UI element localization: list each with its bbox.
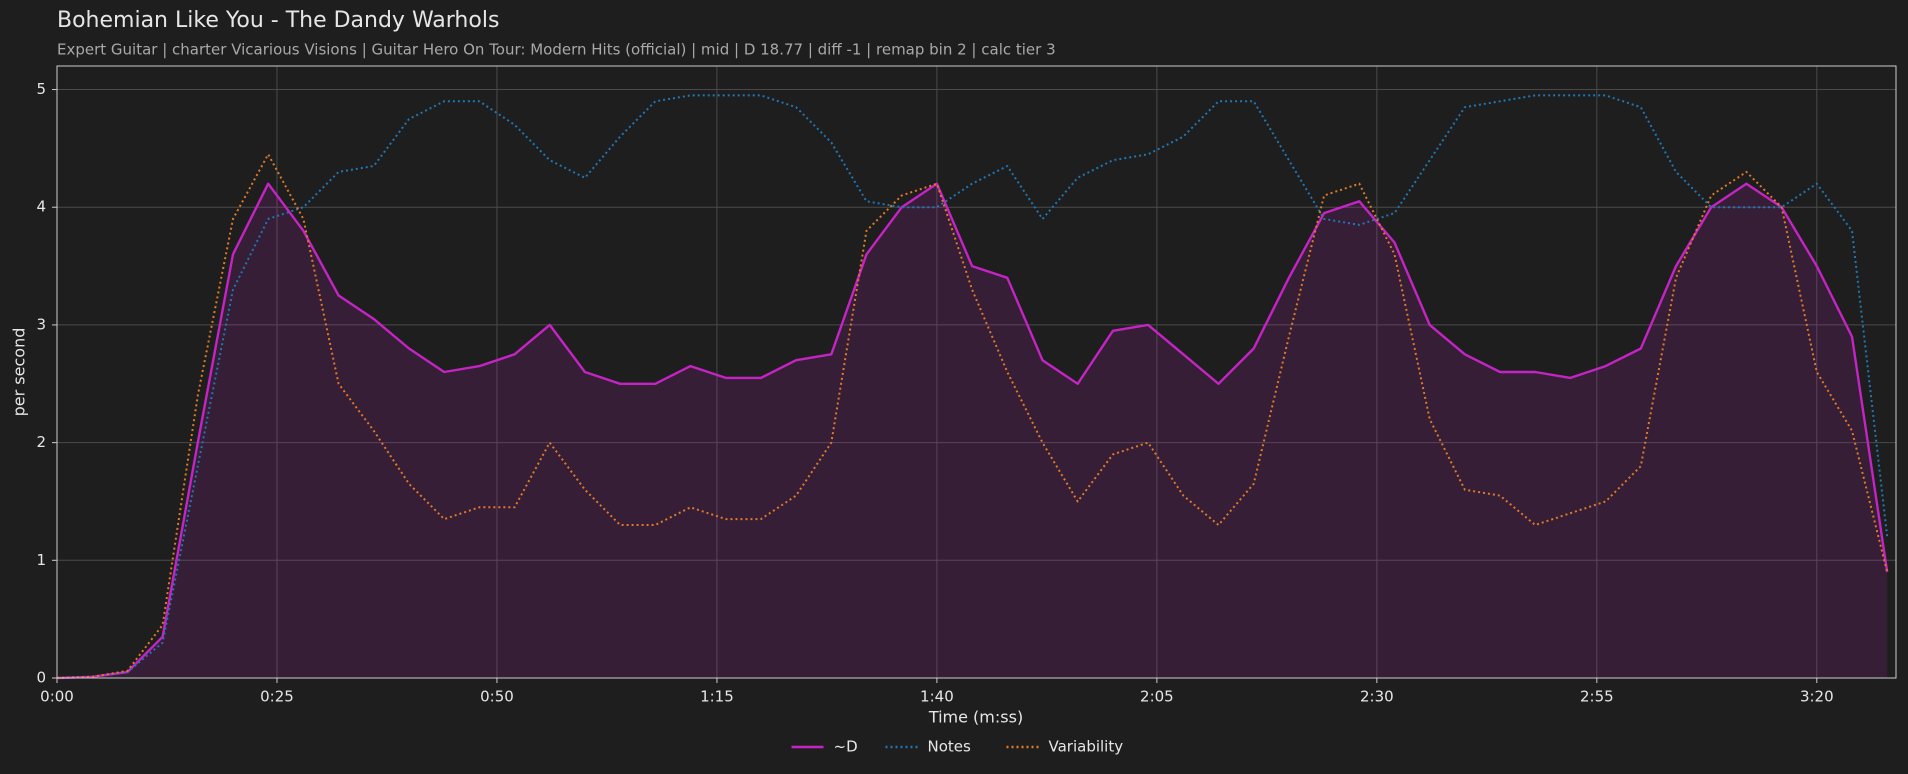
x-tick-label: 2:30 [1360, 688, 1394, 706]
legend-label: Variability [1049, 738, 1124, 756]
x-tick-label: 0:00 [40, 688, 74, 706]
y-tick-label: 0 [36, 669, 46, 687]
y-tick-label: 5 [36, 80, 46, 98]
x-tick-label: 1:40 [920, 688, 954, 706]
y-axis-label: per second [10, 328, 29, 417]
chart-subtitle: Expert Guitar | charter Vicarious Vision… [57, 41, 1056, 59]
y-tick-label: 4 [36, 198, 46, 216]
x-axis-label: Time (m:ss) [928, 708, 1023, 727]
y-tick-label: 2 [36, 433, 46, 451]
line [56, 182, 1889, 680]
chart-title: Bohemian Like You - The Dandy Warhols [57, 8, 499, 33]
x-tick-label: 3:20 [1800, 688, 1834, 706]
area [57, 183, 1888, 678]
line [56, 94, 1889, 679]
legend-label: ~D [834, 738, 858, 756]
x-tick-label: 0:25 [260, 688, 294, 706]
y-tick-label: 1 [36, 551, 46, 569]
x-tick-label: 2:55 [1580, 688, 1614, 706]
x-tick-label: 2:05 [1140, 688, 1174, 706]
y-tick-label: 3 [36, 315, 46, 333]
x-tick-label: 0:50 [480, 688, 514, 706]
plot-frame [56, 65, 1897, 679]
grid [56, 66, 1896, 679]
x-tick-label: 1:15 [700, 688, 734, 706]
legend-label: Notes [928, 738, 972, 756]
line [56, 153, 1889, 679]
